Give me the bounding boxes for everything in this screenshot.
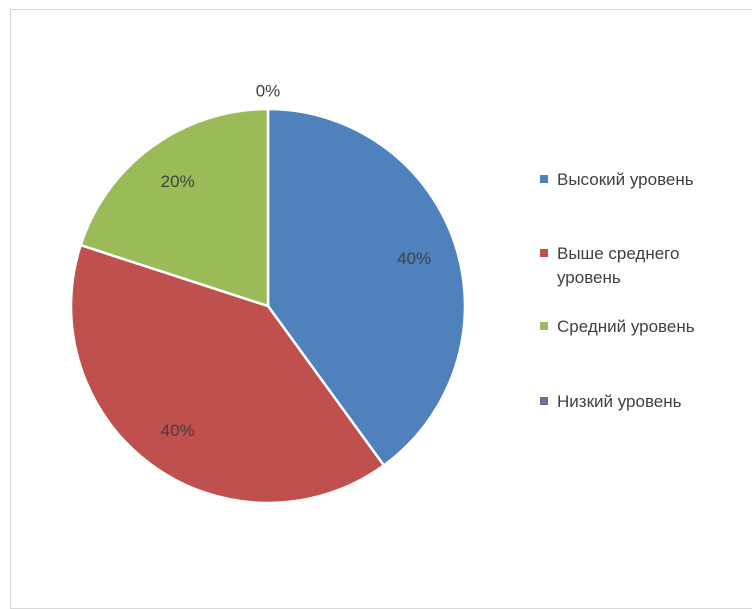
legend-item-above-average: Выше среднего уровень bbox=[540, 242, 747, 290]
data-label-above-average: 40% bbox=[161, 421, 195, 440]
legend-label-above-average: Выше среднего уровень bbox=[557, 244, 680, 287]
legend-swatch-average bbox=[540, 322, 548, 330]
legend-label-high: Высокий уровень bbox=[557, 170, 694, 189]
legend-item-average: Средний уровень bbox=[540, 315, 747, 339]
data-label-low: 0% bbox=[256, 82, 281, 101]
data-label-high: 40% bbox=[397, 249, 431, 268]
legend-swatch-high bbox=[540, 175, 548, 183]
pie-data-labels: 40% 40% 20% 0% bbox=[161, 82, 431, 440]
legend-label-low: Низкий уровень bbox=[557, 392, 682, 411]
legend-item-low: Низкий уровень bbox=[540, 390, 747, 414]
legend-swatch-low bbox=[540, 397, 548, 405]
legend-item-high: Высокий уровень bbox=[540, 168, 747, 192]
pie-slices bbox=[69, 107, 467, 505]
legend-label-average: Средний уровень bbox=[557, 317, 695, 336]
pie-slice-above-average bbox=[69, 243, 386, 505]
legend-swatch-above-average bbox=[540, 249, 548, 257]
pie-chart: 40% 40% 20% 0% bbox=[69, 82, 467, 505]
pie-slice-high bbox=[266, 107, 467, 467]
pie-slice-average bbox=[79, 107, 270, 308]
data-label-average: 20% bbox=[161, 172, 195, 191]
